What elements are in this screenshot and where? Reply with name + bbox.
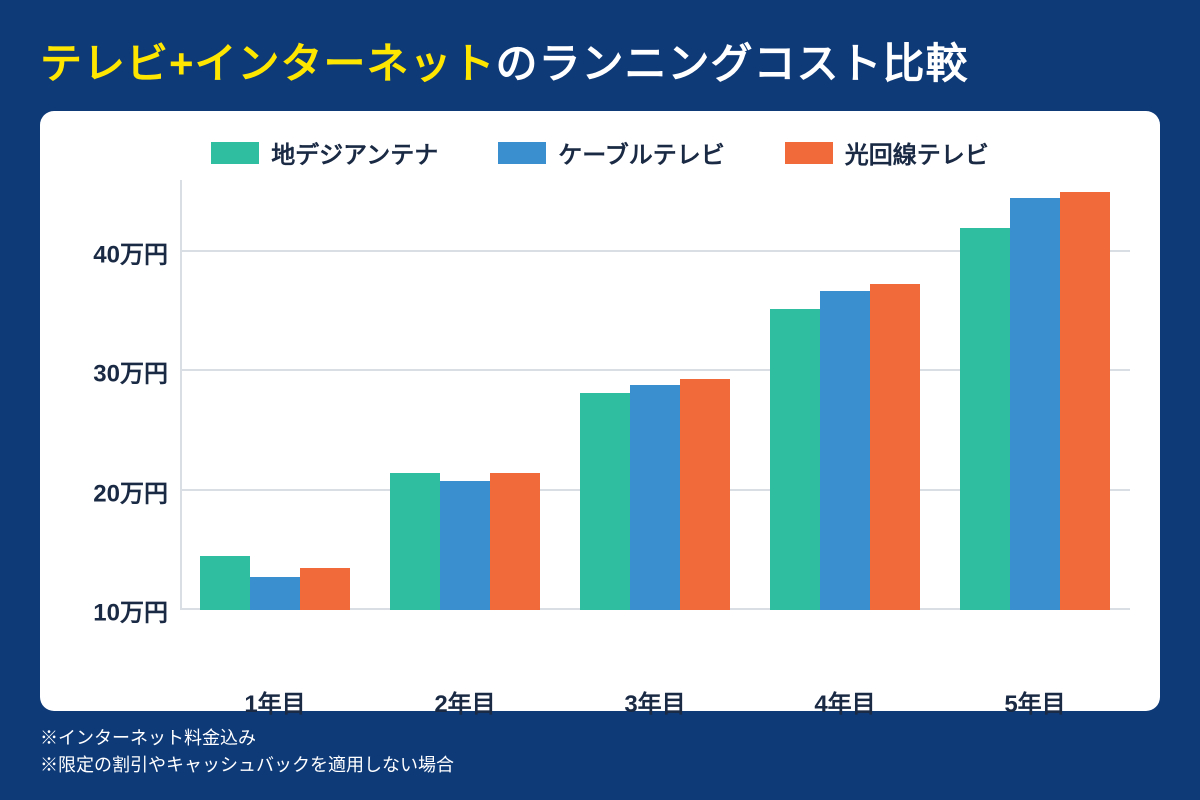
bar xyxy=(440,481,490,610)
bar xyxy=(200,556,250,610)
y-axis: 10万円20万円30万円40万円 xyxy=(70,180,180,610)
x-tick-label: 2年目 xyxy=(370,670,560,719)
footnote-line: ※インターネット料金込み xyxy=(40,725,1160,752)
plot-area: 10万円 20万円 30万円 40万円 xyxy=(70,180,1130,670)
bar-group xyxy=(940,180,1130,610)
bar-group xyxy=(180,180,370,610)
legend-swatch xyxy=(785,142,833,164)
bar xyxy=(580,393,630,610)
bar xyxy=(630,385,680,610)
x-tick-label: 4年目 xyxy=(750,670,940,719)
legend-swatch xyxy=(498,142,546,164)
page: テレビ+インターネットのランニングコスト比較 地デジアンテナ ケーブルテレビ 光回線… xyxy=(0,0,1200,800)
bar-group xyxy=(560,180,750,610)
bar xyxy=(770,309,820,610)
y-tick-label: 10万円 xyxy=(93,593,168,628)
bar xyxy=(680,379,730,610)
bar-group xyxy=(370,180,560,610)
bar xyxy=(250,577,300,610)
bar xyxy=(490,473,540,610)
bar xyxy=(300,568,350,610)
bar-groups xyxy=(180,180,1130,610)
legend-label: 地デジアンテナ xyxy=(271,135,438,170)
title-rest: のランニングコスト比較 xyxy=(496,40,969,87)
y-tick-label: 20万円 xyxy=(93,473,168,508)
y-tick-label: 30万円 xyxy=(93,354,168,389)
legend-label: ケーブルテレビ xyxy=(558,135,725,170)
chart-card: 地デジアンテナケーブルテレビ光回線テレビ 10万円20万円30万円40万円 1年… xyxy=(40,111,1160,711)
x-tick-label: 3年目 xyxy=(560,670,750,719)
x-tick-label: 1年目 xyxy=(180,670,370,719)
page-title: テレビ+インターネットのランニングコスト比較 xyxy=(40,30,1160,91)
legend-item: 光回線テレビ xyxy=(785,135,989,170)
legend: 地デジアンテナ ケーブルテレビ 光回線テレビ xyxy=(70,129,1130,180)
x-tick-label: 5年目 xyxy=(940,670,1130,719)
legend-swatch xyxy=(211,142,259,164)
legend-item: ケーブルテレビ xyxy=(498,135,725,170)
plot xyxy=(180,180,1130,610)
title-accent: テレビ+インターネット xyxy=(40,40,496,87)
y-tick-label: 40万円 xyxy=(93,234,168,269)
x-axis: 1年目2年目3年目4年目5年目 xyxy=(180,670,1130,719)
bar xyxy=(960,228,1010,610)
footnotes: ※インターネット料金込み※限定の割引やキャッシュバックを適用しない場合 xyxy=(40,725,1160,779)
legend-item: 地デジアンテナ xyxy=(211,135,438,170)
bar xyxy=(1060,192,1110,610)
bar xyxy=(1010,198,1060,610)
legend-label: 光回線テレビ xyxy=(845,135,989,170)
bar xyxy=(870,284,920,610)
bar xyxy=(820,291,870,610)
bar xyxy=(390,473,440,610)
footnote-line: ※限定の割引やキャッシュバックを適用しない場合 xyxy=(40,752,1160,779)
bar-group xyxy=(750,180,940,610)
